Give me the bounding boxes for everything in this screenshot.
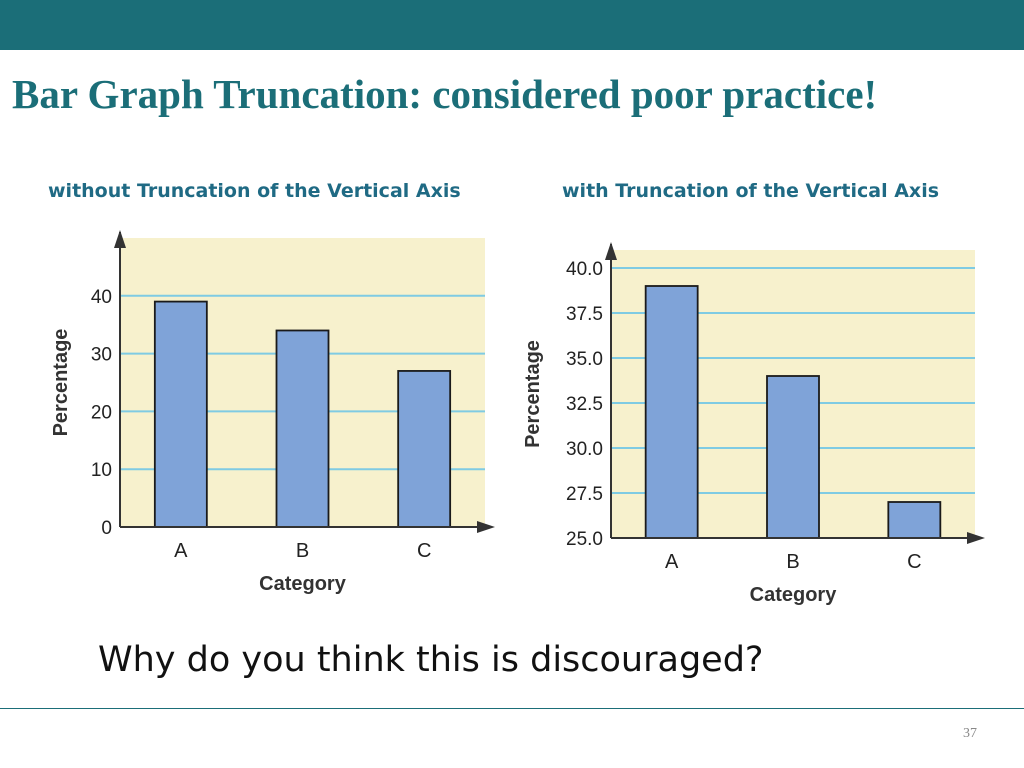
y-tick-label: 40.0 [566,259,603,280]
x-tick-label: B [296,540,309,562]
x-axis-arrow-icon [967,532,985,544]
y-tick-label: 20 [91,402,112,423]
x-axis-label: Category [259,573,347,595]
discussion-question: Why do you think this is discouraged? [98,640,764,680]
y-axis-label: Percentage [522,340,544,448]
x-tick-label: A [174,540,188,562]
bar-a [644,285,699,539]
bar-a [153,300,208,528]
x-tick-label: B [786,551,799,573]
bar-c [887,501,942,539]
x-axis-label: Category [750,584,838,606]
slide-title: Bar Graph Truncation: considered poor pr… [12,71,878,117]
chart-title-left: without Truncation of the Vertical Axis [48,180,461,202]
x-tick-label: A [665,551,679,573]
y-axis-arrow-icon [114,230,126,248]
y-tick-label: 27.5 [566,484,603,505]
y-axis-label: Percentage [50,329,72,437]
page-number: 37 [963,726,977,741]
y-axis-arrow-icon [605,242,617,260]
y-tick-label: 25.0 [566,529,603,550]
y-tick-label: 30.0 [566,439,603,460]
y-tick-label: 30 [91,345,112,366]
y-tick-label: 0 [101,518,112,539]
x-tick-label: C [417,540,431,562]
bar-b [275,329,330,528]
bar-chart-truncated: 25.0 27.5 30.0 32.5 35.0 37.5 40.0 A B C Category P… [522,242,985,606]
y-tick-label: 40 [91,287,112,308]
header-bar [0,0,1024,50]
y-tick-label: 37.5 [566,304,603,325]
bar-b [766,375,820,539]
x-tick-label: C [907,551,921,573]
chart-title-right: with Truncation of the Vertical Axis [562,180,940,202]
footer-divider [0,708,1024,709]
y-tick-label: 32.5 [566,394,603,415]
bar-c [397,370,452,528]
y-tick-label: 35.0 [566,349,603,370]
x-axis-arrow-icon [477,521,495,533]
bar-chart-untruncated: 0 10 20 30 40 A B C Category Percentage [50,230,495,595]
y-tick-label: 10 [91,460,112,481]
